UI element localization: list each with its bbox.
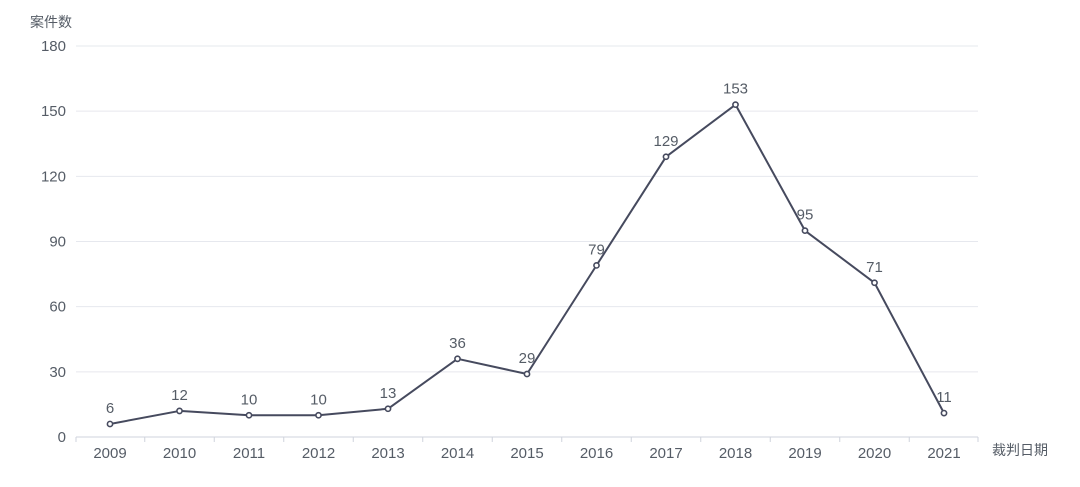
y-tick-label: 150 (41, 103, 66, 120)
data-label: 29 (519, 350, 536, 367)
data-label: 13 (380, 385, 397, 402)
data-label: 153 (723, 81, 748, 98)
data-label: 10 (310, 391, 327, 408)
series-group (106, 101, 948, 428)
x-tick-label: 2018 (719, 445, 752, 462)
data-label: 79 (588, 241, 605, 258)
x-axis-ticks: 2009 2010 2011 2012 2013 2014 2015 2016 2017 2018… (75, 437, 979, 462)
y-tick-label: 0 (58, 429, 66, 446)
x-tick-label: 2017 (649, 445, 682, 462)
y-tick-label: 60 (49, 299, 66, 316)
data-point (871, 279, 878, 287)
data-label: 11 (936, 389, 952, 406)
x-tick-label: 2021 (927, 445, 960, 462)
gridlines (76, 45, 978, 373)
x-tick-label: 2016 (580, 445, 613, 462)
x-tick-label: 2020 (858, 445, 891, 462)
data-point (106, 420, 114, 428)
x-tick-label: 2014 (441, 445, 474, 462)
data-label: 10 (241, 391, 258, 408)
data-label: 6 (106, 400, 114, 417)
data-label: 71 (866, 259, 883, 276)
y-tick-label: 90 (49, 234, 66, 251)
data-point (662, 153, 670, 161)
x-tick-label: 2019 (788, 445, 821, 462)
data-label: 36 (449, 335, 466, 352)
y-tick-label: 30 (49, 364, 66, 381)
x-tick-label: 2012 (302, 445, 335, 462)
data-point (176, 407, 183, 415)
y-axis-title: 案件数 (30, 14, 72, 31)
data-point (454, 355, 461, 363)
data-point (940, 409, 948, 417)
data-point (732, 101, 739, 109)
data-point (523, 370, 531, 378)
x-tick-label: 2015 (510, 445, 543, 462)
x-tick-label: 2011 (233, 445, 265, 462)
data-point (384, 405, 392, 413)
y-axis-ticks: 0 30 60 90 120 150 180 (41, 38, 66, 446)
data-label: 129 (653, 133, 678, 150)
x-axis-title: 裁判日期 (992, 443, 1048, 459)
x-tick-label: 2010 (163, 445, 196, 462)
y-tick-label: 180 (41, 38, 66, 55)
y-tick-label: 120 (41, 168, 66, 185)
data-labels: 6 12 10 10 13 36 29 79 129 153 95 71 11 (106, 81, 952, 417)
data-point (315, 411, 322, 419)
data-point (245, 411, 253, 419)
data-point (593, 261, 600, 269)
x-tick-label: 2009 (93, 445, 126, 462)
data-label: 95 (797, 207, 814, 224)
data-label: 12 (171, 387, 188, 404)
x-tick-label: 2013 (371, 445, 404, 462)
data-point (801, 227, 809, 235)
